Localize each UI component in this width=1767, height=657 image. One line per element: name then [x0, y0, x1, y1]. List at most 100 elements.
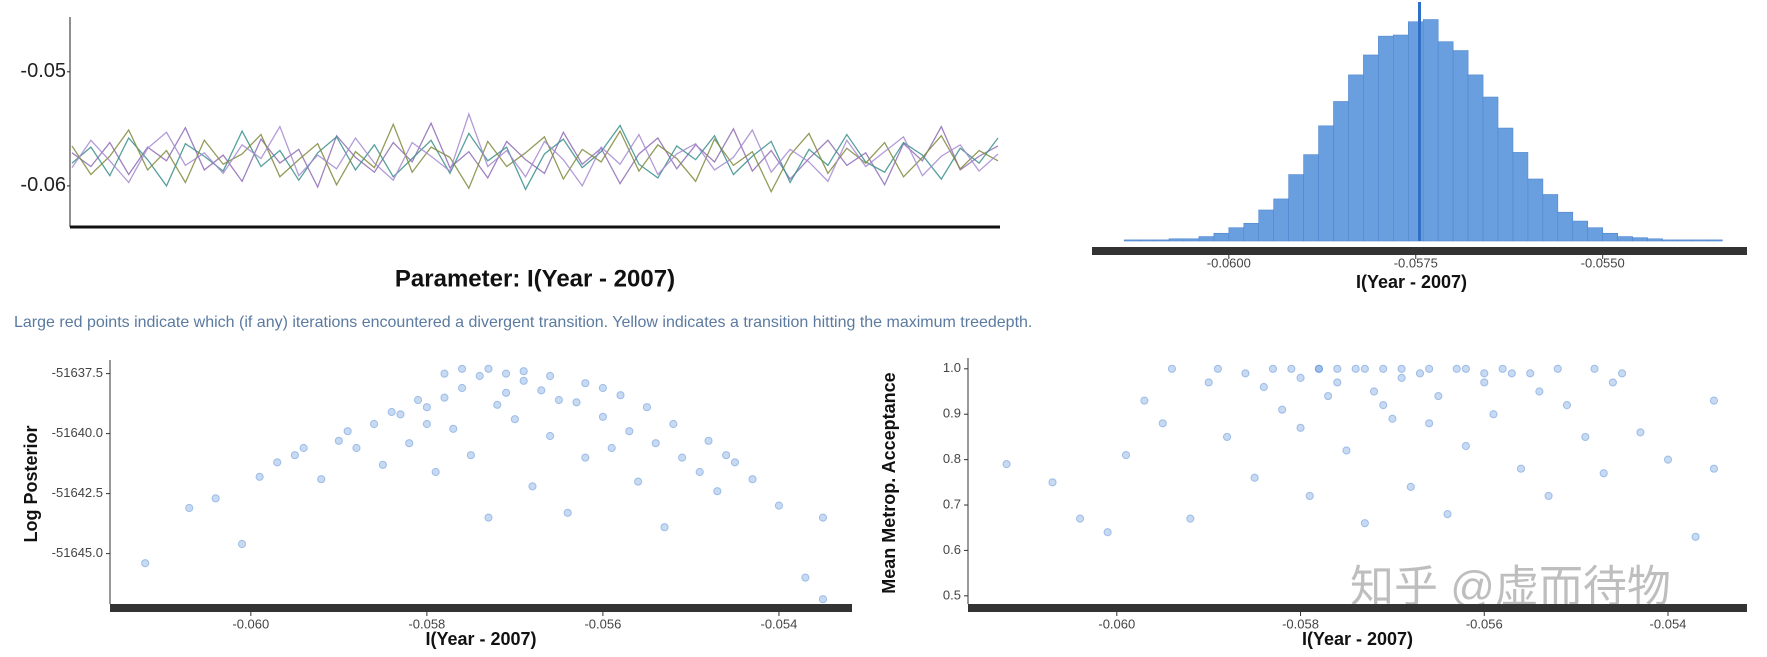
point	[1709, 464, 1719, 473]
point	[1498, 364, 1507, 373]
x-tick-label: -0.056	[584, 616, 621, 631]
x-axis-label: I(Year - 2007)	[1302, 629, 1413, 649]
point	[1608, 378, 1617, 387]
point	[1425, 364, 1434, 373]
point	[818, 595, 828, 604]
point	[1544, 491, 1553, 501]
hist-bar	[1348, 74, 1364, 242]
hist-bar	[1707, 239, 1723, 242]
point	[501, 369, 511, 378]
point	[369, 419, 379, 429]
x-tick-label: -0.0600	[1207, 255, 1251, 270]
point	[396, 410, 405, 419]
hist-bar	[1602, 232, 1618, 242]
point	[1388, 414, 1397, 423]
point	[1287, 364, 1296, 373]
point	[545, 371, 555, 381]
point	[651, 439, 660, 448]
hist-bar	[1273, 198, 1289, 242]
hist-bar	[1153, 239, 1170, 242]
point	[616, 391, 625, 400]
point	[1204, 378, 1213, 387]
point	[334, 436, 343, 445]
point	[1553, 364, 1562, 373]
y-tick-label: -51640.0	[52, 425, 103, 440]
point	[1296, 373, 1305, 382]
point	[449, 424, 458, 433]
point	[545, 431, 555, 441]
point	[581, 379, 590, 388]
point	[598, 383, 608, 393]
hist-bar	[1228, 227, 1245, 242]
x-tick-label: -0.056	[1466, 616, 1503, 631]
point	[510, 415, 519, 424]
hist-bar	[1662, 239, 1678, 242]
point	[625, 427, 634, 436]
point	[1461, 441, 1470, 451]
point	[1709, 396, 1719, 405]
point	[1075, 514, 1085, 523]
point	[1140, 396, 1149, 405]
point	[634, 477, 643, 486]
point	[1278, 405, 1287, 414]
point	[1590, 364, 1599, 373]
hist-bar	[1572, 220, 1589, 242]
point	[1480, 378, 1489, 387]
point	[1360, 519, 1369, 528]
point	[801, 573, 810, 582]
point	[1305, 491, 1314, 501]
point	[730, 458, 740, 467]
point	[1158, 419, 1167, 428]
point	[1406, 482, 1415, 491]
point	[722, 451, 731, 460]
point	[387, 407, 396, 417]
x-axis-label: I(Year - 2007)	[1356, 272, 1467, 292]
point	[1121, 450, 1131, 460]
point	[1507, 369, 1516, 378]
point	[1222, 432, 1232, 442]
point	[1369, 387, 1379, 396]
point	[598, 412, 608, 421]
point	[1581, 432, 1590, 442]
point	[484, 513, 493, 522]
point	[1324, 391, 1333, 401]
point	[501, 388, 511, 397]
point	[1489, 410, 1498, 419]
point	[607, 443, 616, 453]
x-tick-label: -0.0575	[1394, 255, 1438, 270]
point	[704, 436, 713, 445]
hist-bar	[1557, 211, 1574, 242]
point	[748, 475, 757, 484]
hist-bar	[1512, 152, 1529, 242]
hist-bar	[1378, 35, 1394, 242]
hist-bar	[1677, 239, 1693, 242]
x-tick-label: -0.060	[1098, 616, 1135, 631]
point	[1434, 391, 1443, 401]
point	[1617, 369, 1627, 378]
trace-line	[71, 121, 999, 189]
note: Large red points indicate which (if any)…	[14, 314, 1032, 331]
point	[475, 371, 484, 381]
x-axis-label: I(Year - 2007)	[425, 629, 536, 649]
point	[1461, 364, 1470, 373]
point	[405, 439, 414, 448]
point	[818, 513, 828, 522]
point	[1296, 423, 1305, 432]
hist-bar	[1692, 239, 1708, 242]
point	[352, 443, 361, 453]
point	[1562, 401, 1572, 410]
point	[1241, 369, 1250, 378]
hist-bar	[1422, 19, 1439, 242]
point	[1002, 460, 1011, 469]
point	[669, 419, 678, 429]
x-axis	[1092, 247, 1747, 255]
trace-line	[71, 112, 999, 188]
x-axis	[110, 604, 852, 612]
y-tick-label: 0.7	[943, 496, 961, 511]
point	[1213, 364, 1222, 373]
point	[1516, 464, 1526, 473]
point	[1333, 378, 1342, 387]
y-tick-label: -0.06	[20, 174, 66, 196]
